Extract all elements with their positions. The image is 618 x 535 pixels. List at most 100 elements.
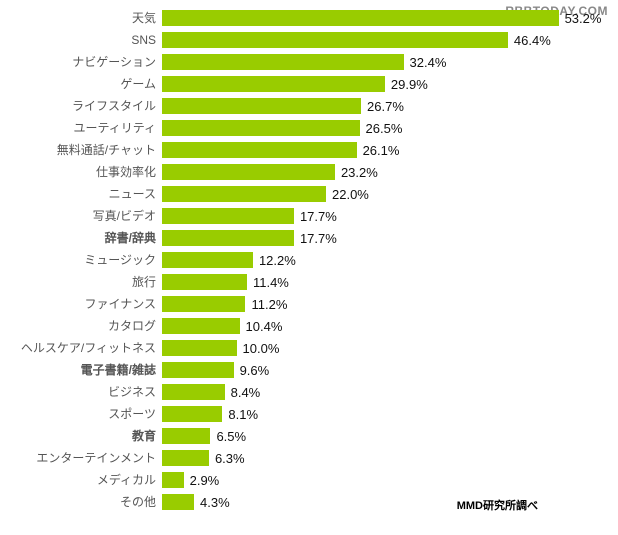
- bar-area: 8.1%: [162, 406, 606, 422]
- bar-row: メディカル 2.9%: [12, 470, 606, 490]
- bar-area: 26.1%: [162, 142, 606, 158]
- bar-label: ナビゲーション: [12, 56, 162, 68]
- bar-area: 26.7%: [162, 98, 606, 114]
- bar: [162, 10, 559, 26]
- bar-area: 22.0%: [162, 186, 606, 202]
- bar-value: 26.5%: [366, 121, 403, 136]
- bar: [162, 274, 247, 290]
- bar-area: 10.0%: [162, 340, 606, 356]
- bar-area: 10.4%: [162, 318, 606, 334]
- bar-value: 26.7%: [367, 99, 404, 114]
- bar-value: 8.4%: [231, 385, 261, 400]
- bar-label: ゲーム: [12, 78, 162, 90]
- bar-row: スポーツ 8.1%: [12, 404, 606, 424]
- bar-label: ライフスタイル: [12, 100, 162, 112]
- bar-row: 辞書/辞典17.7%: [12, 228, 606, 248]
- bar-row: ヘルスケア/フィットネス10.0%: [12, 338, 606, 358]
- bar-value: 11.4%: [253, 275, 289, 290]
- bar-label: 旅行: [12, 276, 162, 288]
- bar-row: ナビゲーション 32.4%: [12, 52, 606, 72]
- bar-value: 26.1%: [363, 143, 400, 158]
- bar-value: 9.6%: [240, 363, 270, 378]
- bar-area: 29.9%: [162, 76, 606, 92]
- bar-area: 17.7%: [162, 208, 606, 224]
- bar: [162, 296, 245, 312]
- bar: [162, 384, 225, 400]
- bar-value: 8.1%: [228, 407, 258, 422]
- bar-value: 29.9%: [391, 77, 428, 92]
- bar: [162, 362, 234, 378]
- bar-row: ファイナンス11.2%: [12, 294, 606, 314]
- bar-value: 17.7%: [300, 209, 337, 224]
- bar: [162, 406, 222, 422]
- bar-value: 23.2%: [341, 165, 378, 180]
- bar-area: 32.4%: [162, 54, 606, 70]
- bar-area: 53.2%: [162, 10, 606, 26]
- bar-row: ゲーム 29.9%: [12, 74, 606, 94]
- bar-value: 10.4%: [246, 319, 283, 334]
- bar-row: その他 4.3%: [12, 492, 606, 512]
- bar-rows-container: 天気53.2% SNS 46.4% ナビゲーション 32.4% ゲーム 29.9% ライフスタ…: [12, 8, 606, 512]
- bar: [162, 318, 240, 334]
- bar-label: 無料通話/チャット: [12, 144, 162, 156]
- bar-label: 写真/ビデオ: [12, 210, 162, 222]
- bar-row: ユーティリティ 26.5%: [12, 118, 606, 138]
- bar-row: 電子書籍/雑誌 9.6%: [12, 360, 606, 380]
- bar-value: 22.0%: [332, 187, 369, 202]
- bar: [162, 494, 194, 510]
- bar-area: 23.2%: [162, 164, 606, 180]
- bar-row: 仕事効率化 23.2%: [12, 162, 606, 182]
- bar-row: 無料通話/チャット 26.1%: [12, 140, 606, 160]
- bar-area: 17.7%: [162, 230, 606, 246]
- bar: [162, 32, 508, 48]
- bar: [162, 54, 404, 70]
- bar-row: ミュージック 12.2%: [12, 250, 606, 270]
- bar-label: ユーティリティ: [12, 122, 162, 134]
- bar-row: 教育6.5%: [12, 426, 606, 446]
- bar-label: スポーツ: [12, 408, 162, 420]
- bar-label: カタログ: [12, 320, 162, 332]
- bar-area: 2.9%: [162, 472, 606, 488]
- bar-value: 10.0%: [243, 341, 280, 356]
- bar-label: 電子書籍/雑誌: [12, 364, 162, 376]
- bar-row: エンターテインメント6.3%: [12, 448, 606, 468]
- bar-area: 6.5%: [162, 428, 606, 444]
- app-category-usage-chart: RBBTODAY.COM MMD研究所調べ 天気53.2%SNS46.4%ナビゲ…: [0, 0, 618, 535]
- bar: [162, 252, 253, 268]
- bar-value: 4.3%: [200, 495, 230, 510]
- bar-label: SNS: [12, 34, 162, 46]
- bar-area: 11.2%: [162, 296, 606, 312]
- bar-row: ライフスタイル 26.7%: [12, 96, 606, 116]
- bar-label: 仕事効率化: [12, 166, 162, 178]
- bar: [162, 186, 326, 202]
- bar-label: エンターテインメント: [12, 452, 162, 464]
- bar-label: ミュージック: [12, 254, 162, 266]
- bar-area: 4.3%: [162, 494, 606, 510]
- bar-row: カタログ 10.4%: [12, 316, 606, 336]
- bar-label: ニュース: [12, 188, 162, 200]
- bar: [162, 76, 385, 92]
- bar-row: 天気53.2%: [12, 8, 606, 28]
- bar-area: 12.2%: [162, 252, 606, 268]
- bar-value: 6.5%: [216, 429, 246, 444]
- bar-label: その他: [12, 496, 162, 508]
- bar-label: メディカル: [12, 474, 162, 486]
- bar-area: 11.4%: [162, 274, 606, 290]
- bar-label: ビジネス: [12, 386, 162, 398]
- bar-area: 8.4%: [162, 384, 606, 400]
- bar-row: SNS 46.4%: [12, 30, 606, 50]
- bar-value: 46.4%: [514, 33, 551, 48]
- bar-value: 53.2%: [565, 11, 602, 26]
- bar: [162, 142, 357, 158]
- bar-area: 46.4%: [162, 32, 606, 48]
- bar-value: 2.9%: [190, 473, 220, 488]
- bar-area: 6.3%: [162, 450, 606, 466]
- bar: [162, 340, 237, 356]
- bar-value: 32.4%: [410, 55, 447, 70]
- bar-label: ファイナンス: [12, 298, 162, 310]
- bar: [162, 98, 361, 114]
- bar: [162, 208, 294, 224]
- bar-row: 写真/ビデオ 17.7%: [12, 206, 606, 226]
- bar-value: 12.2%: [259, 253, 296, 268]
- bar: [162, 450, 209, 466]
